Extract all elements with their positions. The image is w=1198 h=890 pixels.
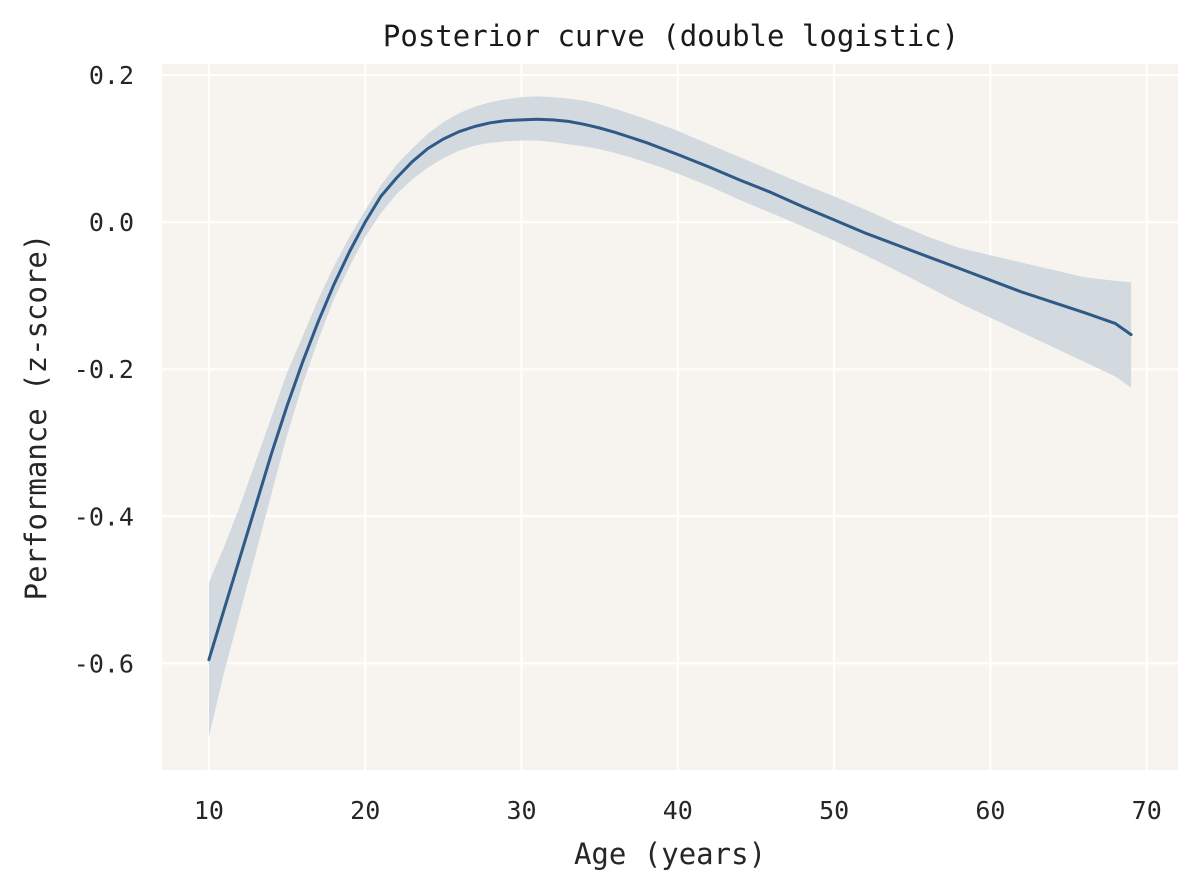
x-tick-label: 10 [194, 796, 224, 825]
credible-band [208, 96, 1132, 737]
chart-title: Posterior curve (double logistic) [383, 19, 959, 53]
x-tick-label: 30 [506, 796, 536, 825]
y-tick-label: 0.2 [89, 61, 134, 90]
gridlines [162, 64, 1178, 770]
x-tick-label: 70 [1132, 796, 1162, 825]
y-axis-ticks: 0.2 0.0 -0.2 -0.4 -0.6 [74, 61, 134, 678]
y-tick-label: -0.2 [74, 355, 134, 384]
y-tick-label: -0.6 [74, 649, 134, 678]
x-axis-title: Age (years) [574, 837, 766, 871]
x-tick-label: 60 [975, 796, 1005, 825]
x-tick-label: 40 [663, 796, 693, 825]
x-axis-ticks: 10 20 30 40 50 60 70 [194, 796, 1162, 825]
plot-area [162, 64, 1178, 770]
x-tick-label: 50 [819, 796, 849, 825]
x-tick-label: 20 [350, 796, 380, 825]
y-axis-title: Performance (z-score) [19, 234, 53, 601]
y-tick-label: 0.0 [89, 208, 134, 237]
y-tick-label: -0.4 [74, 502, 134, 531]
posterior-mean-line [207, 117, 1133, 662]
